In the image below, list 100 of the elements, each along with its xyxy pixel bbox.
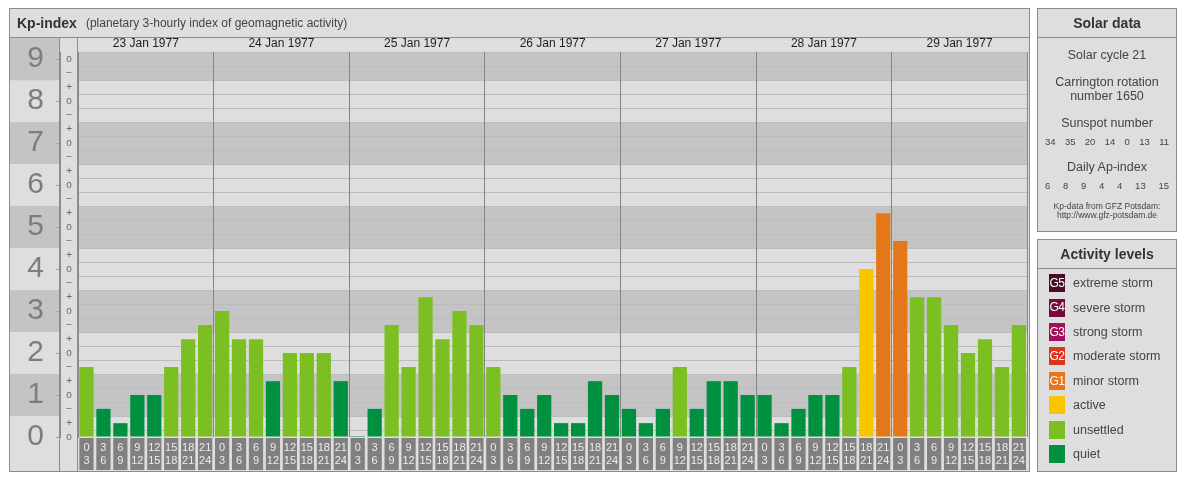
x-tick-label: 9 12 — [131, 440, 144, 467]
x-tick-label: 6 9 — [117, 440, 124, 467]
category-label: − — [66, 360, 72, 372]
x-tick-label: 12 15 — [283, 440, 297, 467]
bar — [452, 311, 467, 437]
x-tick-label: 9 12 — [673, 440, 686, 467]
bar — [147, 395, 162, 437]
y-tick-label: 2 — [27, 334, 44, 368]
x-tick-label: 15 18 — [707, 440, 720, 467]
bar — [825, 395, 840, 437]
chart-subtitle: (planetary 3-hourly index of geomagnetic activity) — [85, 16, 348, 30]
text: 34 35 20 14 0 13 11 — [1045, 136, 1169, 147]
x-tick-label: 15 18 — [436, 440, 449, 467]
y-tick-label: 5 — [27, 208, 44, 242]
x-tick-label: 18 21 — [453, 440, 466, 467]
x2-tick-label: 26 Jan 1977 — [519, 36, 587, 51]
bar — [537, 395, 552, 437]
category-label: o — [66, 430, 72, 442]
x-tick-label: 18 21 — [724, 440, 737, 467]
bar — [876, 213, 891, 437]
x-tick-label: 12 15 — [690, 440, 703, 467]
y-tick-label: 6 — [27, 166, 44, 200]
bar — [604, 395, 620, 437]
bar — [723, 381, 738, 437]
x2-tick-label: 25 Jan 1977 — [384, 36, 451, 51]
category-label: − — [66, 402, 72, 414]
x-tick-label: 21 24 — [1012, 440, 1025, 467]
category-label: − — [66, 108, 72, 120]
category-label: + — [66, 248, 72, 260]
x-tick-label: 21 24 — [741, 440, 754, 467]
bar — [808, 395, 823, 437]
x-tick-label: 9 12 — [538, 440, 551, 467]
x-tick-label: 21 24 — [470, 440, 483, 467]
y-tick-label: 1 — [27, 376, 44, 410]
bar — [282, 353, 298, 437]
legend-label: minor storm — [1073, 373, 1139, 388]
x2-tick-label: 28 Jan 1977 — [790, 36, 858, 51]
x-tick-label: 0 3 — [83, 440, 90, 467]
bar — [333, 381, 348, 437]
category-label: − — [66, 234, 72, 246]
x-tick-label: 18 21 — [995, 440, 1009, 467]
x-tick-label: 21 24 — [334, 440, 347, 467]
y-tick-label: 3 — [27, 292, 44, 326]
x2-tick-label: 24 Jan 1977 — [248, 36, 315, 51]
x-tick-label: 3 6 — [371, 440, 378, 467]
x-tick-label: 0 3 — [897, 440, 904, 467]
x-tick-label: 12 15 — [826, 440, 839, 467]
x-tick-label: 12 15 — [419, 440, 432, 467]
bar — [401, 366, 416, 437]
legend-title: Activity levels — [1038, 240, 1176, 269]
text: G5 — [1049, 274, 1065, 292]
bar — [265, 381, 281, 437]
legend-label: quiet — [1049, 444, 1101, 463]
bar — [994, 366, 1010, 437]
x-tick-label: 3 6 — [914, 440, 921, 467]
bar — [740, 395, 755, 437]
x-tick-label: 15 18 — [300, 440, 313, 467]
y-tick-label: 4 — [27, 250, 44, 284]
bar — [554, 423, 569, 437]
x-tick-label: 9 12 — [402, 440, 415, 467]
x-tick-label: 0 3 — [625, 440, 633, 467]
category-label: o — [66, 94, 72, 106]
x-tick-label: 12 15 — [148, 440, 161, 467]
category-label: o — [66, 346, 72, 358]
chart-title: Kp-index — [17, 15, 77, 31]
bar — [842, 366, 857, 437]
x-tick-label: 12 15 — [555, 440, 568, 467]
category-label: − — [66, 276, 72, 288]
category-label: + — [66, 80, 72, 92]
category-label: o — [66, 388, 72, 400]
bar — [130, 395, 145, 437]
bar — [435, 339, 450, 437]
x-tick-label: 0 3 — [761, 440, 768, 467]
x-tick-label: 0 3 — [490, 440, 497, 467]
bar — [977, 339, 993, 437]
x-tick-label: 0 3 — [219, 440, 226, 467]
bar — [1011, 324, 1026, 437]
x-tick-label: 3 6 — [235, 440, 243, 467]
x-tick-label: 6 9 — [931, 440, 938, 467]
bar — [316, 353, 331, 437]
x2-tick-label: 27 Jan 1977 — [655, 36, 722, 51]
x-tick-label: 21 24 — [605, 440, 619, 467]
category-label: o — [66, 220, 72, 232]
legend-label: moderate storm — [1073, 349, 1161, 364]
category-label: + — [66, 374, 72, 386]
y-tick-label: 7 — [27, 124, 44, 158]
bar — [164, 366, 179, 437]
x-tick-label: 6 9 — [659, 440, 666, 467]
x-tick-label: 18 21 — [588, 440, 602, 467]
bar — [418, 297, 433, 437]
bar — [706, 381, 721, 437]
x-tick-label: 9 12 — [944, 440, 958, 467]
text: Kp-data from GFZ Potsdam: http://www.gfz-potsdam.de — [1052, 201, 1162, 220]
x-tick-label: 6 9 — [252, 440, 260, 467]
category-label: − — [66, 66, 72, 78]
category-label: + — [66, 206, 72, 218]
x-tick-label: 0 3 — [354, 440, 361, 467]
x-tick-label: 15 18 — [843, 440, 856, 467]
x-tick-label: 9 12 — [809, 440, 822, 467]
bar — [672, 366, 687, 437]
